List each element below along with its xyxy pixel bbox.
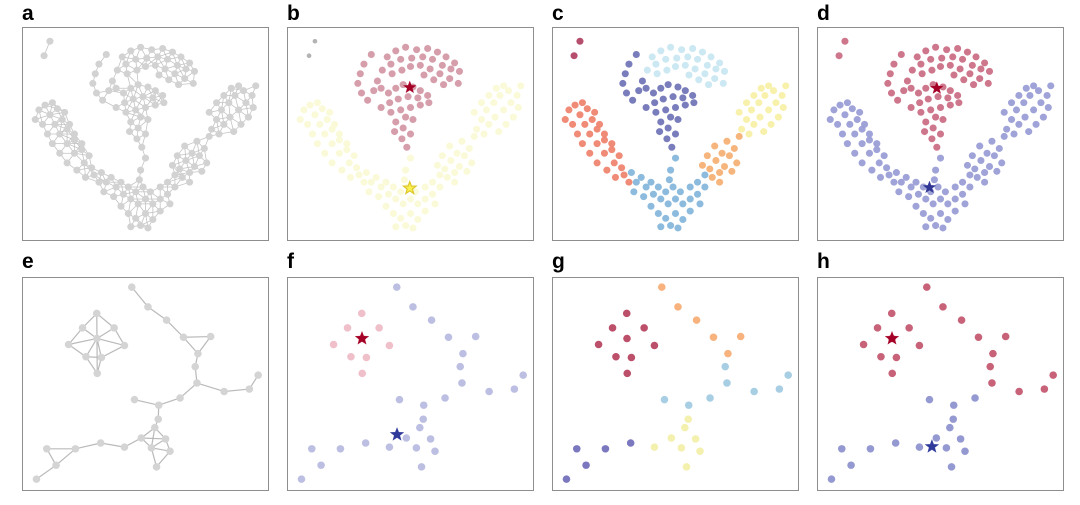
panel-a-canvas (31, 37, 260, 232)
star-marker-f (354, 331, 370, 345)
panel-e-network-plot (22, 277, 269, 491)
panel-f-scatter-plot (287, 277, 534, 491)
panel-g-scatter-plot (552, 277, 799, 491)
star-marker-h (884, 331, 900, 345)
panel-h-canvas (827, 283, 1057, 483)
panel-f-label: f (287, 250, 294, 273)
panel-g-canvas (562, 283, 792, 483)
panel-b-canvas (296, 38, 525, 232)
panel-a-network-plot (22, 27, 269, 241)
panel-b-label: b (287, 2, 300, 25)
panel-a-label: a (22, 2, 34, 25)
panel-f-canvas (297, 283, 527, 483)
panel-e-canvas (32, 283, 262, 483)
star-marker-d (930, 81, 944, 94)
panel-c-scatter-plot (552, 27, 799, 241)
panel-d-scatter-plot (817, 27, 1064, 241)
panel-h-label: h (817, 250, 830, 273)
panel-d-canvas (826, 37, 1055, 232)
panel-d-label: d (817, 2, 830, 25)
panel-g-label: g (552, 250, 565, 273)
panel-b-scatter-plot (287, 27, 534, 241)
panel-h-scatter-plot (817, 277, 1064, 491)
star-marker-d (922, 180, 937, 194)
panel-c-label: c (552, 2, 564, 25)
panel-c-canvas (561, 37, 790, 232)
star-marker-f (389, 427, 405, 441)
star-marker-b (403, 80, 417, 94)
panel-e-label: e (22, 250, 34, 273)
star-marker-h (924, 439, 940, 453)
star-marker-b (401, 179, 418, 195)
